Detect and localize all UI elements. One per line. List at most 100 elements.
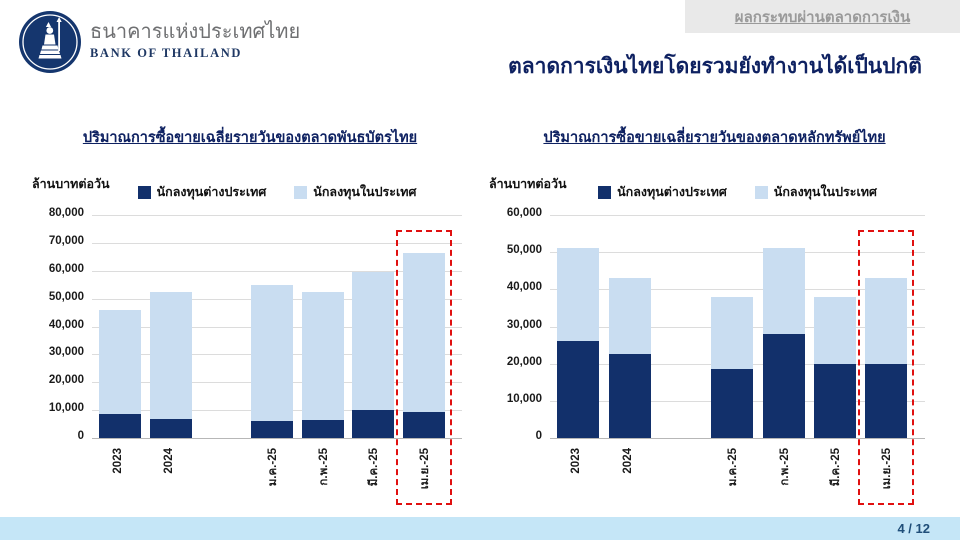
- chart-legend: นักลงทุนต่างประเทศ นักลงทุนในประเทศ: [92, 182, 462, 202]
- bar-segment: [98, 414, 141, 438]
- bar-segment: [865, 363, 908, 438]
- page-number: 4 / 12: [897, 521, 930, 536]
- x-axis-category-label: ม.ค.-25: [266, 448, 279, 487]
- x-axis-category-label: 2023: [570, 448, 583, 474]
- bar-segment: [865, 278, 908, 364]
- y-axis-tick-label: 70,000: [48, 234, 84, 247]
- bar-segment: [149, 418, 192, 438]
- plot-area: 0 10,000 20,000 30,000 40,000 50,000 60,000 70,…: [49, 207, 462, 505]
- bar-segment: [301, 291, 344, 420]
- legend-item: นักลงทุนต่างประเทศ: [137, 182, 267, 202]
- stacked-bar: [149, 291, 192, 438]
- y-axis-tick-label: 60,000: [506, 207, 542, 219]
- x-axis-category-label: 2023: [111, 448, 124, 474]
- plot-area: 0 10,000 20,000 30,000 40,000 50,000 60,000 202…: [507, 207, 925, 505]
- bar-segment: [250, 421, 293, 438]
- y-axis-tick-label: 80,000: [48, 207, 84, 219]
- y-axis-tick-label: 20,000: [506, 355, 542, 368]
- stacked-bar: [814, 296, 857, 438]
- page-title: ตลาดการเงินไทยโดยรวมยังทำงานได้เป็นปกติ: [508, 55, 922, 78]
- bar-segment: [250, 284, 293, 422]
- y-axis-tick-label: 10,000: [48, 402, 84, 415]
- legend-label: นักลงทุนต่างประเทศ: [156, 185, 267, 199]
- org-name-english: BANK OF THAILAND: [90, 46, 243, 60]
- y-axis-tick-label: 0: [535, 430, 542, 442]
- y-axis-tick-label: 60,000: [48, 262, 84, 275]
- bank-of-thailand-logo-icon: [18, 10, 82, 74]
- bar-segment: [608, 278, 651, 355]
- legend-swatch-icon: [754, 185, 768, 199]
- bar-segment: [98, 309, 141, 415]
- gridline: [550, 252, 925, 254]
- y-axis-unit-label: ล้านบาทต่อวัน: [32, 177, 110, 191]
- bar-segment: [711, 369, 754, 438]
- gridline: [550, 215, 925, 216]
- stacked-bar: [557, 248, 600, 438]
- bar-segment: [301, 419, 344, 438]
- bar-segment: [149, 291, 192, 419]
- y-axis-tick-label: 0: [77, 430, 84, 442]
- stacked-bar: [250, 284, 293, 438]
- bar-segment: [352, 272, 395, 411]
- org-names: ธนาคารแห่งประเทศไทย BANK OF THAILAND: [90, 20, 300, 61]
- gridline: [92, 270, 462, 272]
- stacked-bar: [301, 291, 344, 438]
- org-name-thai: ธนาคารแห่งประเทศไทย: [90, 21, 301, 43]
- bar-segment: [608, 354, 651, 438]
- x-axis-category-label: มี.ค.-25: [830, 448, 843, 487]
- legend-label: นักลงทุนในประเทศ: [773, 185, 877, 199]
- bar-segment: [557, 248, 600, 342]
- stacked-bar: [711, 296, 754, 438]
- section-banner-label: ผลกระทบผ่านตลาดการเงิน: [734, 8, 911, 26]
- footer-bar: 4 / 12: [0, 517, 960, 540]
- chart-legend: นักลงทุนต่างประเทศ นักลงทุนในประเทศ: [550, 182, 925, 202]
- section-banner: ผลกระทบผ่านตลาดการเงิน: [685, 0, 960, 33]
- x-axis-category-label: 2024: [621, 448, 634, 474]
- x-axis-category-label: มี.ค.-25: [368, 448, 381, 487]
- bar-segment: [557, 341, 600, 438]
- x-axis-category-label: ก.พ.-25: [317, 448, 330, 486]
- x-axis-category-label: ม.ค.-25: [727, 448, 740, 487]
- y-axis-tick-label: 50,000: [48, 290, 84, 303]
- gridline: [92, 215, 462, 216]
- equity-market-chart: ปริมาณการซื้อขายเฉลี่ยรายวันของตลาดหลักท…: [487, 120, 942, 520]
- y-axis-unit-label: ล้านบาทต่อวัน: [489, 177, 567, 191]
- legend-label: นักลงทุนต่างประเทศ: [617, 185, 727, 199]
- bar-segment: [814, 363, 857, 438]
- legend-item: นักลงทุนต่างประเทศ: [598, 182, 727, 202]
- stacked-bar: [402, 252, 445, 438]
- bar-segment: [711, 296, 754, 370]
- y-axis-tick-label: 30,000: [506, 318, 542, 331]
- bond-market-chart: ปริมาณการซื้อขายเฉลี่ยรายวันของตลาดพันธบ…: [30, 120, 470, 520]
- legend-swatch-icon: [294, 185, 308, 199]
- stacked-bar: [352, 272, 395, 438]
- y-axis-tick-label: 10,000: [506, 392, 542, 405]
- y-axis-tick-label: 40,000: [506, 281, 542, 294]
- stacked-bar: [865, 278, 908, 438]
- y-axis-tick-label: 20,000: [48, 374, 84, 387]
- chart-title: ปริมาณการซื้อขายเฉลี่ยรายวันของตลาดหลักท…: [543, 130, 886, 146]
- x-axis-category-label: เม.ย.-25: [881, 448, 894, 490]
- y-axis-tick-label: 40,000: [48, 318, 84, 331]
- x-axis-category-label: 2024: [162, 448, 175, 474]
- stacked-bar: [608, 278, 651, 438]
- stacked-bar: [762, 248, 805, 438]
- y-axis-tick-label: 50,000: [506, 244, 542, 257]
- bar-segment: [402, 411, 445, 438]
- bar-segment: [352, 410, 395, 438]
- chart-title: ปริมาณการซื้อขายเฉลี่ยรายวันของตลาดพันธบ…: [82, 130, 418, 146]
- x-axis-category-label: เม.ย.-25: [418, 448, 431, 490]
- legend-swatch-icon: [598, 185, 612, 199]
- bar-segment: [814, 296, 857, 364]
- legend-label: นักลงทุนในประเทศ: [313, 185, 417, 199]
- stacked-bar: [98, 309, 141, 438]
- legend-item: นักลงทุนในประเทศ: [754, 182, 877, 202]
- bar-segment: [762, 333, 805, 438]
- gridline: [550, 289, 925, 291]
- y-axis-tick-label: 30,000: [48, 346, 84, 359]
- gridline: [92, 242, 462, 244]
- x-axis-category-label: ก.พ.-25: [778, 448, 791, 486]
- legend-swatch-icon: [137, 185, 151, 199]
- legend-item: นักลงทุนในประเทศ: [294, 182, 416, 202]
